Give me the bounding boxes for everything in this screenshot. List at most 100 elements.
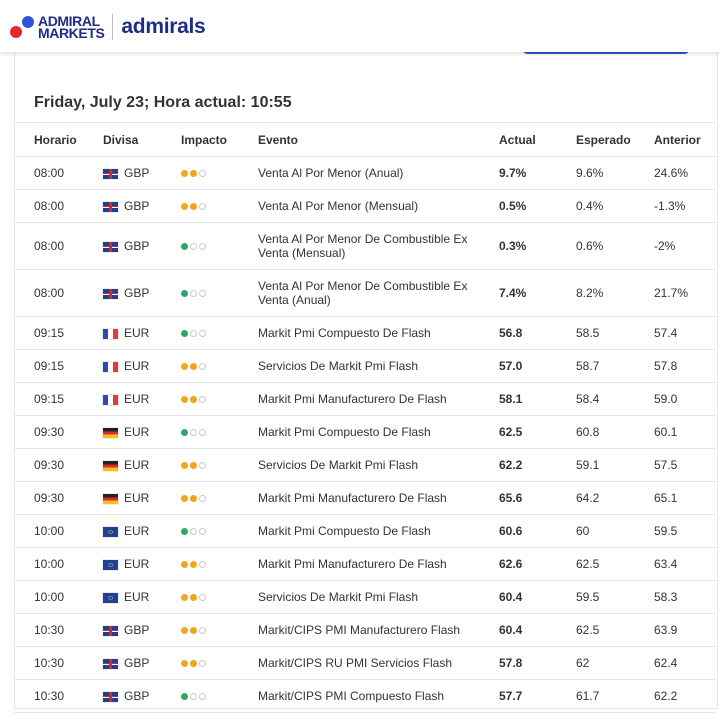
table-row[interactable]: 09:15 EUR Markit Pmi Manufacturero De Flas… — [14, 382, 716, 416]
impact-dot — [181, 363, 188, 371]
admiral-markets-logo[interactable]: ADMIRAL MARKETS admirals — [10, 11, 206, 43]
expected-value: 61.7 — [576, 679, 654, 713]
event-name[interactable]: Markit Pmi Manufacturero De Flash — [258, 547, 499, 581]
previous-value: 65.1 — [654, 481, 716, 515]
event-name[interactable]: Markit Pmi Manufacturero De Flash — [258, 481, 499, 515]
impact-cell — [181, 580, 258, 614]
impact-dots-icon — [181, 528, 206, 536]
currency-cell: EUR — [103, 382, 181, 416]
logo-line-2: MARKETS — [38, 25, 105, 41]
impact-dot — [199, 495, 206, 503]
currency-cell: EUR — [103, 349, 181, 383]
previous-value: 57.4 — [654, 316, 716, 350]
impact-dot — [199, 203, 206, 211]
event-name[interactable]: Venta Al Por Menor De Combustible Ex Ven… — [258, 222, 499, 270]
previous-value: 59.0 — [654, 382, 716, 416]
previous-value: 59.5 — [654, 514, 716, 548]
impact-dot — [181, 660, 188, 668]
event-name[interactable]: Venta Al Por Menor De Combustible Ex Ven… — [258, 269, 499, 317]
currency-cell: EUR — [103, 580, 181, 614]
currency-code: EUR — [124, 491, 150, 505]
table-row[interactable]: 08:00 GBP Venta Al Por Menor De Combustibl… — [14, 222, 716, 270]
event-time: 08:00 — [14, 222, 103, 270]
impact-dots-icon — [181, 462, 206, 470]
event-name[interactable]: Servicios De Markit Pmi Flash — [258, 349, 499, 383]
impact-dot — [190, 528, 197, 536]
table-row[interactable]: 10:00 EUR Markit Pmi Compuesto De Flash 60.… — [14, 514, 716, 548]
impact-dot — [190, 330, 197, 338]
table-row[interactable]: 10:00 EUR Servicios De Markit Pmi Flash 60.… — [14, 580, 716, 614]
currency-cell: EUR — [103, 514, 181, 548]
expected-value: 64.2 — [576, 481, 654, 515]
event-name[interactable]: Markit Pmi Manufacturero De Flash — [258, 382, 499, 416]
event-name[interactable]: Markit/CIPS PMI Manufacturero Flash — [258, 613, 499, 647]
impact-dot — [181, 203, 188, 211]
currency-cell: GBP — [103, 189, 181, 223]
previous-value: 63.4 — [654, 547, 716, 581]
event-name[interactable]: Venta Al Por Menor (Anual) — [258, 156, 499, 190]
table-row[interactable]: 09:30 EUR Servicios De Markit Pmi Flash 62.… — [14, 448, 716, 482]
table-row[interactable]: 08:00 GBP Venta Al Por Menor (Mensual) 0.5%… — [14, 189, 716, 223]
impact-dot — [199, 594, 206, 602]
impact-dot — [199, 561, 206, 569]
table-row[interactable]: 09:30 EUR Markit Pmi Manufacturero De Flas… — [14, 481, 716, 515]
previous-value: 58.3 — [654, 580, 716, 614]
table-row[interactable]: 10:30 GBP Markit/CIPS RU PMI Servicios Fla… — [14, 646, 716, 680]
currency-cell: GBP — [103, 646, 181, 680]
previous-value: 24.6% — [654, 156, 716, 190]
actual-value: 57.7 — [499, 679, 576, 713]
event-name[interactable]: Servicios De Markit Pmi Flash — [258, 448, 499, 482]
impact-dot — [181, 693, 188, 701]
currency-cell: GBP — [103, 156, 181, 190]
event-name[interactable]: Markit/CIPS PMI Compuesto Flash — [258, 679, 499, 713]
table-row[interactable]: 10:30 GBP Markit/CIPS PMI Manufacturero Fl… — [14, 613, 716, 647]
header-actual: Actual — [499, 122, 576, 157]
site-header: ADMIRAL MARKETS admirals — [0, 0, 720, 52]
impact-cell — [181, 316, 258, 350]
event-name[interactable]: Markit Pmi Compuesto De Flash — [258, 514, 499, 548]
table-row[interactable]: 09:15 EUR Markit Pmi Compuesto De Flash 56.… — [14, 316, 716, 350]
actual-value: 58.1 — [499, 382, 576, 416]
impact-dot — [190, 170, 197, 178]
currency-code: EUR — [124, 458, 150, 472]
impact-dot — [190, 363, 197, 371]
table-row[interactable]: 08:00 GBP Venta Al Por Menor (Anual) 9.7% 9.… — [14, 156, 716, 190]
de-flag-icon — [103, 427, 118, 438]
event-name[interactable]: Markit/CIPS RU PMI Servicios Flash — [258, 646, 499, 680]
table-row[interactable]: 09:30 EUR Markit Pmi Compuesto De Flash 62.… — [14, 415, 716, 449]
event-name[interactable]: Venta Al Por Menor (Mensual) — [258, 189, 499, 223]
currency-code: EUR — [124, 359, 150, 373]
impact-dot — [199, 396, 206, 404]
actual-value: 57.0 — [499, 349, 576, 383]
impact-dots-icon — [181, 693, 206, 701]
expected-value: 60 — [576, 514, 654, 548]
impact-dots-icon — [181, 660, 206, 668]
currency-cell: GBP — [103, 613, 181, 647]
event-time: 08:00 — [14, 156, 103, 190]
actual-value: 62.6 — [499, 547, 576, 581]
impact-dot — [190, 203, 197, 211]
impact-dot — [181, 561, 188, 569]
event-time: 09:30 — [14, 481, 103, 515]
impact-dot — [190, 462, 197, 470]
table-row[interactable]: 08:00 GBP Venta Al Por Menor De Combustibl… — [14, 269, 716, 317]
currency-cell: EUR — [103, 448, 181, 482]
table-row[interactable]: 09:15 EUR Servicios De Markit Pmi Flash 57.… — [14, 349, 716, 383]
impact-dot — [181, 627, 188, 635]
expected-value: 9.6% — [576, 156, 654, 190]
impact-dot — [190, 290, 197, 298]
table-row[interactable]: 10:00 EUR Markit Pmi Manufacturero De Flas… — [14, 547, 716, 581]
de-flag-icon — [103, 493, 118, 504]
event-time: 08:00 — [14, 269, 103, 317]
event-name[interactable]: Markit Pmi Compuesto De Flash — [258, 415, 499, 449]
impact-dots-icon — [181, 561, 206, 569]
table-row[interactable]: 10:30 GBP Markit/CIPS PMI Compuesto Flash 5… — [14, 679, 716, 713]
gb-flag-icon — [103, 201, 118, 212]
expected-value: 8.2% — [576, 269, 654, 317]
de-flag-icon — [103, 460, 118, 471]
impact-dot — [181, 170, 188, 178]
impact-dot — [190, 594, 197, 602]
logo-divider — [112, 14, 114, 40]
event-name[interactable]: Markit Pmi Compuesto De Flash — [258, 316, 499, 350]
event-name[interactable]: Servicios De Markit Pmi Flash — [258, 580, 499, 614]
